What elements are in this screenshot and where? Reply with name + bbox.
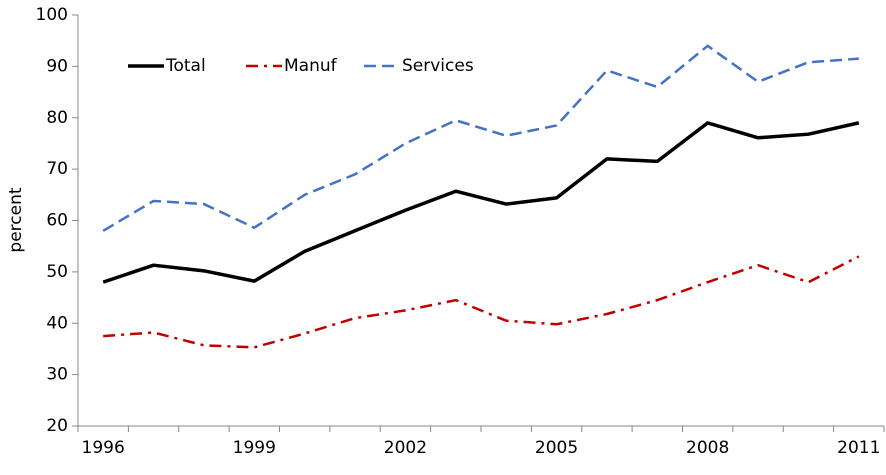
x-tick-label: 2008 xyxy=(686,438,729,458)
line-series xyxy=(102,121,860,284)
y-tick-label: 40 xyxy=(46,313,68,333)
line-series xyxy=(102,44,859,232)
x-tick-label: 2002 xyxy=(384,438,427,458)
x-tick-label: 2011 xyxy=(837,438,880,458)
y-tick-label: 60 xyxy=(46,211,68,231)
x-tick-label: 2005 xyxy=(535,438,578,458)
legend-label: Services xyxy=(402,56,474,76)
y-tick-label: 70 xyxy=(46,159,68,179)
legend-label: Total xyxy=(165,56,206,76)
y-axis-label: percent xyxy=(6,187,26,252)
y-tick-label: 20 xyxy=(46,416,68,436)
line-series xyxy=(103,255,860,349)
y-tick-label: 80 xyxy=(46,108,68,128)
x-tick-label: 1996 xyxy=(82,438,125,458)
y-tick-label: 30 xyxy=(46,365,68,385)
y-tick-label: 100 xyxy=(36,5,68,25)
y-tick-label: 90 xyxy=(46,56,68,76)
y-tick-label: 50 xyxy=(46,262,68,282)
legend-label: Manuf xyxy=(284,56,338,76)
x-tick-label: 1999 xyxy=(233,438,276,458)
